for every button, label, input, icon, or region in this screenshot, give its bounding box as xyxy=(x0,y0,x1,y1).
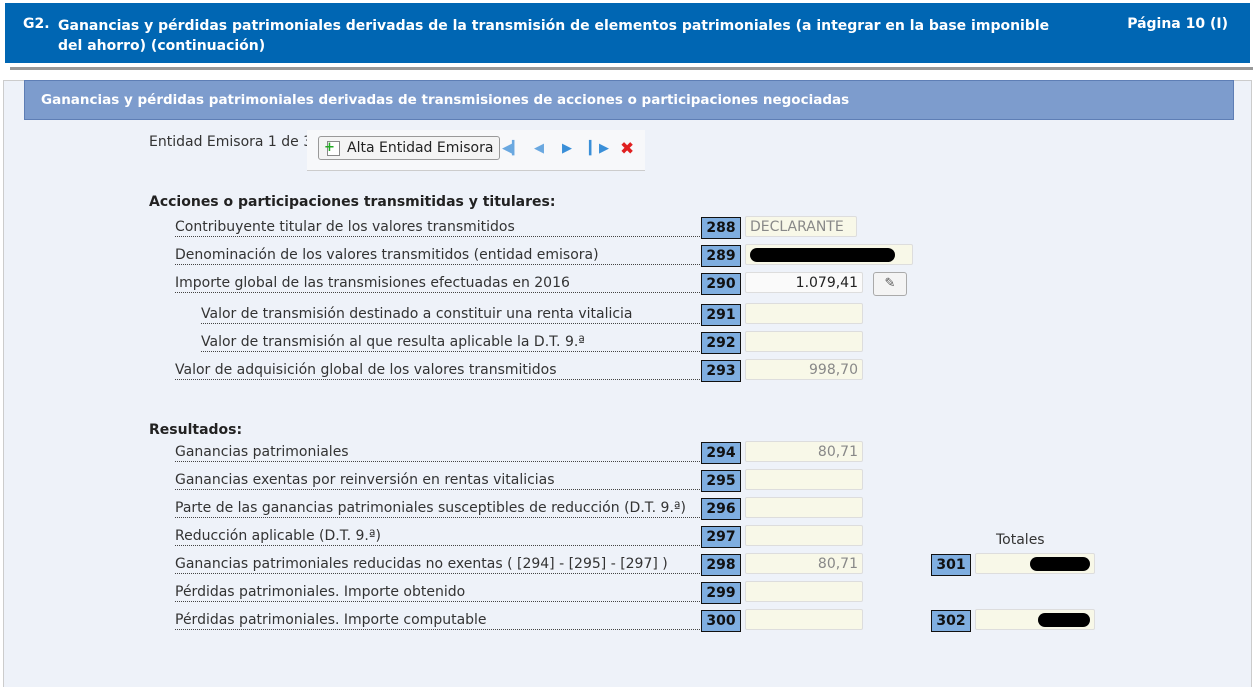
field-292[interactable] xyxy=(745,331,863,352)
label-text: Ganancias patrimoniales xyxy=(175,444,349,460)
redacted-mark xyxy=(750,248,895,262)
field-297[interactable] xyxy=(745,525,863,546)
field-label: Denominación de los valores transmitidos… xyxy=(175,246,700,265)
field-label: Contribuyente titular de los valores tra… xyxy=(175,218,700,237)
delete-icon[interactable]: ✖ xyxy=(620,139,635,159)
field-label: Pérdidas patrimoniales. Importe obtenido xyxy=(175,583,700,602)
field-label: Parte de las ganancias patrimoniales sus… xyxy=(175,499,700,518)
field-299[interactable] xyxy=(745,581,863,602)
total-field-302[interactable] xyxy=(975,609,1095,630)
field-value: 80,71 xyxy=(817,444,858,460)
pencil-icon: ✎ xyxy=(884,276,896,291)
field-291[interactable] xyxy=(745,303,863,324)
field-294[interactable]: 80,71 xyxy=(745,441,863,462)
field-label: Ganancias patrimoniales reducidas no exe… xyxy=(175,555,700,574)
box-number: 293 xyxy=(701,360,741,382)
group-title-acciones: Acciones o participaciones transmitidas … xyxy=(149,194,556,210)
box-number: 290 xyxy=(701,273,741,295)
field-296[interactable] xyxy=(745,497,863,518)
label-text: Denominación de los valores transmitidos… xyxy=(175,247,599,263)
label-text: Pérdidas patrimoniales. Importe obtenido xyxy=(175,584,466,600)
label-text: Valor de transmisión al que resulta apli… xyxy=(201,334,585,350)
add-entity-label: Alta Entidad Emisora xyxy=(347,140,494,156)
field-293[interactable]: 998,70 xyxy=(745,359,863,380)
add-entity-button[interactable]: Alta Entidad Emisora xyxy=(318,136,501,160)
label-text: Valor de adquisición global de los valor… xyxy=(175,362,557,378)
redacted-mark xyxy=(1038,613,1090,627)
page-header: G2. Ganancias y pérdidas patrimoniales d… xyxy=(5,3,1250,63)
entity-counter: Entidad Emisora 1 de 34 xyxy=(149,134,322,150)
box-number: 292 xyxy=(701,332,741,354)
label-text: Importe global de las transmisiones efec… xyxy=(175,275,570,291)
field-288[interactable]: DECLARANTE xyxy=(745,216,857,237)
next-icon[interactable]: ▶ xyxy=(562,141,572,156)
section-code: G2. xyxy=(23,16,50,32)
field-label: Valor de transmisión al que resulta apli… xyxy=(201,333,700,352)
box-number: 300 xyxy=(701,610,741,632)
box-number: 291 xyxy=(701,304,741,326)
box-number: 289 xyxy=(701,245,741,267)
field-value: DECLARANTE xyxy=(750,219,844,235)
totals-label: Totales xyxy=(996,532,1045,548)
field-295[interactable] xyxy=(745,469,863,490)
box-number: 296 xyxy=(701,498,741,520)
field-label: Ganancias exentas por reinversión en ren… xyxy=(175,471,700,490)
field-298[interactable]: 80,71 xyxy=(745,553,863,574)
label-text: Valor de transmisión destinado a constit… xyxy=(201,306,633,322)
field-290[interactable]: 1.079,41 xyxy=(745,272,863,293)
total-field-301[interactable] xyxy=(975,553,1095,574)
field-label: Reducción aplicable (D.T. 9.ª) xyxy=(175,527,700,546)
last-icon[interactable]: ▎▶ xyxy=(589,141,609,156)
box-number: 299 xyxy=(701,582,741,604)
field-value: 80,71 xyxy=(817,556,858,572)
prev-icon[interactable]: ◀ xyxy=(534,141,544,156)
box-number: 301 xyxy=(931,554,971,576)
label-text: Contribuyente titular de los valores tra… xyxy=(175,219,515,235)
box-number: 294 xyxy=(701,442,741,464)
label-text: Parte de las ganancias patrimoniales sus… xyxy=(175,500,686,516)
page-number: Página 10 (I) xyxy=(1127,16,1228,32)
field-label: Importe global de las transmisiones efec… xyxy=(175,274,700,293)
field-value: 998,70 xyxy=(809,362,858,378)
box-number: 297 xyxy=(701,526,741,548)
add-document-icon xyxy=(324,141,340,156)
group-title-resultados: Resultados: xyxy=(149,422,243,438)
label-text: Ganancias exentas por reinversión en ren… xyxy=(175,472,555,488)
label-text: Ganancias patrimoniales reducidas no exe… xyxy=(175,556,668,572)
redacted-mark xyxy=(1030,557,1090,571)
label-text: Reducción aplicable (D.T. 9.ª) xyxy=(175,528,381,544)
box-number: 302 xyxy=(931,610,971,632)
box-number: 288 xyxy=(701,217,741,239)
box-number: 298 xyxy=(701,554,741,576)
entity-toolbar: Alta Entidad Emisora ◀▎ ◀ ▶ ▎▶ ✖ xyxy=(307,130,645,171)
edit-button[interactable]: ✎ xyxy=(873,272,907,296)
field-300[interactable] xyxy=(745,609,863,630)
section-title: Ganancias y pérdidas patrimoniales deriv… xyxy=(24,80,1234,120)
field-289[interactable] xyxy=(745,244,913,265)
box-number: 295 xyxy=(701,470,741,492)
field-label: Ganancias patrimoniales xyxy=(175,443,700,462)
field-label: Pérdidas patrimoniales. Importe computab… xyxy=(175,611,700,630)
page-title: Ganancias y pérdidas patrimoniales deriv… xyxy=(58,18,1050,54)
divider xyxy=(10,67,1253,70)
field-value: 1.079,41 xyxy=(795,275,858,291)
label-text: Pérdidas patrimoniales. Importe computab… xyxy=(175,612,487,628)
first-icon[interactable]: ◀▎ xyxy=(502,141,522,156)
field-label: Valor de adquisición global de los valor… xyxy=(175,361,700,380)
field-label: Valor de transmisión destinado a constit… xyxy=(201,305,700,324)
